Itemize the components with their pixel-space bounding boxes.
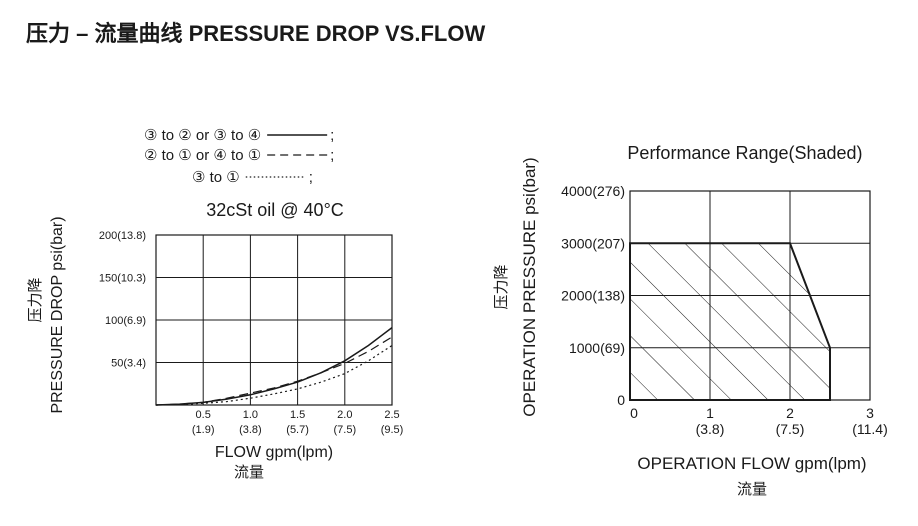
- x-tick-sublabel: (1.9): [192, 424, 215, 436]
- x-axis-label: OPERATION FLOW gpm(lpm): [637, 454, 866, 473]
- y-tick-label: 150(10.3): [99, 273, 146, 285]
- y-axis-label-cn: 压力降: [492, 264, 510, 309]
- x-tick-label: 0: [630, 405, 638, 421]
- x-tick-sublabel: (9.5): [381, 424, 404, 436]
- legend-label-3: ③ to ①: [192, 169, 240, 186]
- x-tick-sublabel: (5.7): [286, 424, 309, 436]
- y-tick-label: 0: [617, 392, 625, 408]
- x-tick-sublabel: (7.5): [333, 424, 356, 436]
- y-tick-label: 50(3.4): [111, 358, 146, 370]
- legend-label-2: ② to ① or ④ to ①: [144, 147, 261, 164]
- x-tick-label: 1: [706, 405, 714, 421]
- y-tick-label: 3000(207): [561, 235, 625, 251]
- chart2-title: Performance Range(Shaded): [627, 143, 862, 163]
- performance-range-chart: Performance Range(Shaded) 0 1000(69) 2000(1…: [492, 143, 888, 498]
- chart1-title: 32cSt oil @ 40°C: [206, 200, 344, 220]
- x-tick-sublabel: (3.8): [239, 424, 262, 436]
- pressure-drop-chart: ③ to ② or ③ to ④ ; ② to ① or ④ to ① ; ③ to ①…: [26, 127, 403, 481]
- x-tick-label: 1.0: [243, 409, 258, 421]
- legend-label-1: ③ to ② or ③ to ④: [144, 127, 261, 144]
- x-axis-label-cn: 流量: [234, 463, 264, 481]
- x-tick-label: 1.5: [290, 409, 305, 421]
- performance-boundary: [629, 242, 831, 401]
- performance-region: [630, 243, 830, 400]
- x-tick-label: 2.5: [384, 409, 399, 421]
- y-tick-label: 200(13.8): [99, 230, 146, 242]
- y-tick-label: 4000(276): [561, 183, 625, 199]
- x-tick-label: 0.5: [196, 409, 211, 421]
- legend-terminator: ;: [330, 127, 334, 144]
- x-tick-label: 3: [866, 405, 874, 421]
- y-tick-label: 2000(138): [561, 288, 625, 304]
- y-axis-label: PRESSURE DROP psi(bar): [49, 216, 66, 413]
- y-axis-label-cn: 压力降: [26, 277, 44, 322]
- series-line-dotted: [155, 344, 393, 406]
- x-axis-label-cn: 流量: [737, 480, 767, 498]
- legend-terminator: ;: [330, 147, 334, 164]
- x-tick-sublabel: (11.4): [852, 421, 888, 437]
- series-line-dashed: [155, 336, 393, 406]
- plot-frame: [155, 234, 393, 406]
- x-axis-label: FLOW gpm(lpm): [215, 444, 333, 461]
- x-tick-sublabel: (3.8): [696, 421, 725, 437]
- y-tick-label: 1000(69): [569, 340, 625, 356]
- x-tick-sublabel: (7.5): [776, 421, 805, 437]
- x-tick-label: 2: [786, 405, 794, 421]
- x-tick-label: 2.0: [337, 409, 352, 421]
- y-tick-label: 100(6.9): [105, 315, 146, 327]
- y-axis-label: OPERATION PRESSURE psi(bar): [520, 157, 539, 416]
- page-title: 压力 – 流量曲线 PRESSURE DROP VS.FLOW: [26, 21, 486, 46]
- legend-terminator: ;: [309, 169, 313, 186]
- series-line-solid: [155, 327, 393, 406]
